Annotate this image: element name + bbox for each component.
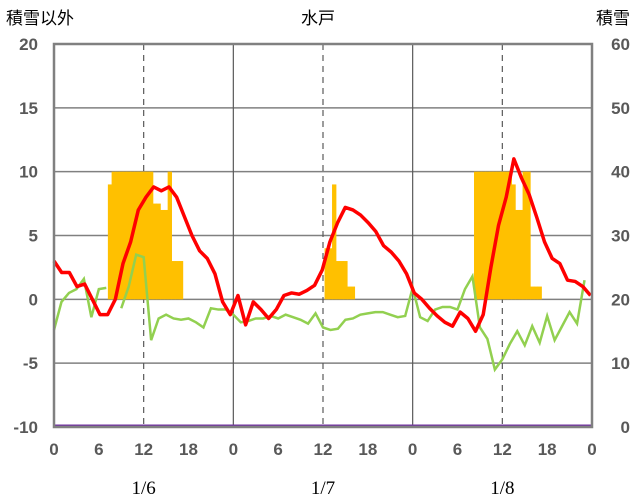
day-labels: 1/6 1/7 1/8: [132, 478, 515, 499]
x-tick-label: 18: [358, 440, 377, 459]
snow-bar: [156, 203, 161, 300]
snow-bar: [111, 171, 116, 300]
chart-title: 水戸: [301, 9, 335, 28]
left-axis-ticks: 20 15 10 5 0 -5 -10: [13, 35, 38, 437]
right-tick-label: 60: [611, 35, 630, 54]
snow-bar: [339, 261, 344, 300]
right-tick-label: 0: [621, 418, 630, 437]
green-series-line: [120, 253, 586, 373]
x-tick-label: 12: [134, 440, 153, 459]
plot-frame: [52, 42, 594, 429]
left-tick-label: -5: [23, 354, 38, 373]
right-tick-label: 30: [611, 227, 630, 246]
x-tick-label: 0: [587, 440, 596, 459]
snow-bar: [148, 171, 154, 300]
x-tick-label: 6: [94, 440, 103, 459]
snow-bar: [115, 171, 120, 300]
right-axis-ticks: 60 50 40 30 20 10 0: [611, 35, 630, 437]
x-tick-label: 0: [408, 440, 417, 459]
snow-bar: [160, 209, 165, 300]
snow-bar: [324, 248, 329, 300]
snow-bar: [515, 209, 520, 300]
left-tick-label: 15: [19, 99, 38, 118]
snow-bar: [137, 171, 143, 300]
snow-bar: [163, 209, 169, 300]
snow-bar: [485, 171, 490, 300]
left-tick-label: 0: [29, 290, 38, 309]
snow-bar: [522, 171, 527, 300]
x-tick-label: 12: [493, 440, 512, 459]
snow-bar: [350, 286, 356, 300]
left-tick-label: -10: [13, 418, 38, 437]
snow-bar: [526, 171, 531, 300]
left-axis-title: 積雪以外: [6, 9, 74, 28]
snow-bar: [335, 261, 341, 300]
snow-bar: [343, 261, 348, 300]
day-label: 1/7: [311, 478, 335, 499]
snow-bar: [477, 171, 483, 300]
x-tick-label: 18: [538, 440, 557, 459]
snow-bar: [537, 286, 542, 300]
snow-bar: [332, 184, 337, 300]
x-axis-ticks: 0 6 12 18 0 6 12 18 0 6 12 18 0: [49, 440, 596, 459]
snow-bar: [328, 248, 333, 300]
right-tick-label: 50: [611, 99, 630, 118]
snow-bar: [346, 286, 352, 300]
snow-bar: [167, 171, 172, 300]
snow-bar: [122, 171, 128, 300]
x-tick-label: 0: [229, 440, 238, 459]
x-tick-label: 0: [49, 440, 58, 459]
snow-bar: [119, 171, 124, 300]
snow-bar: [481, 171, 486, 300]
red-series-line: [52, 157, 592, 333]
day-label: 1/6: [132, 478, 156, 499]
snow-bar: [126, 171, 131, 300]
x-tick-label: 18: [179, 440, 198, 459]
left-tick-label: 10: [19, 163, 38, 182]
snow-bar: [530, 286, 535, 300]
snow-bar: [152, 203, 158, 300]
snow-bar: [496, 171, 501, 300]
snow-bar: [178, 261, 184, 300]
right-tick-label: 40: [611, 163, 630, 182]
snow-bar: [507, 171, 512, 300]
snow-bar: [134, 171, 139, 300]
x-tick-label: 12: [314, 440, 333, 459]
snow-bar: [145, 171, 150, 300]
x-tick-label: 6: [453, 440, 462, 459]
snow-bar: [492, 171, 498, 300]
x-tick-label: 6: [273, 440, 282, 459]
snow-bar: [518, 209, 524, 300]
snow-bar: [107, 184, 113, 300]
snow-bar: [175, 261, 180, 300]
snow-bar: [511, 184, 516, 300]
snow-bar: [488, 171, 494, 300]
snow-bar: [171, 261, 176, 300]
snow-bar: [503, 171, 509, 300]
snow-bar: [533, 286, 539, 300]
left-tick-label: 5: [29, 227, 38, 246]
snow-bar: [474, 171, 479, 300]
day-label: 1/8: [490, 478, 514, 499]
right-axis-title: 積雪: [596, 9, 630, 28]
snow-bar: [141, 171, 146, 300]
right-tick-label: 20: [611, 290, 630, 309]
snow-bar: [500, 171, 505, 300]
left-tick-label: 20: [19, 35, 38, 54]
right-tick-label: 10: [611, 354, 630, 373]
